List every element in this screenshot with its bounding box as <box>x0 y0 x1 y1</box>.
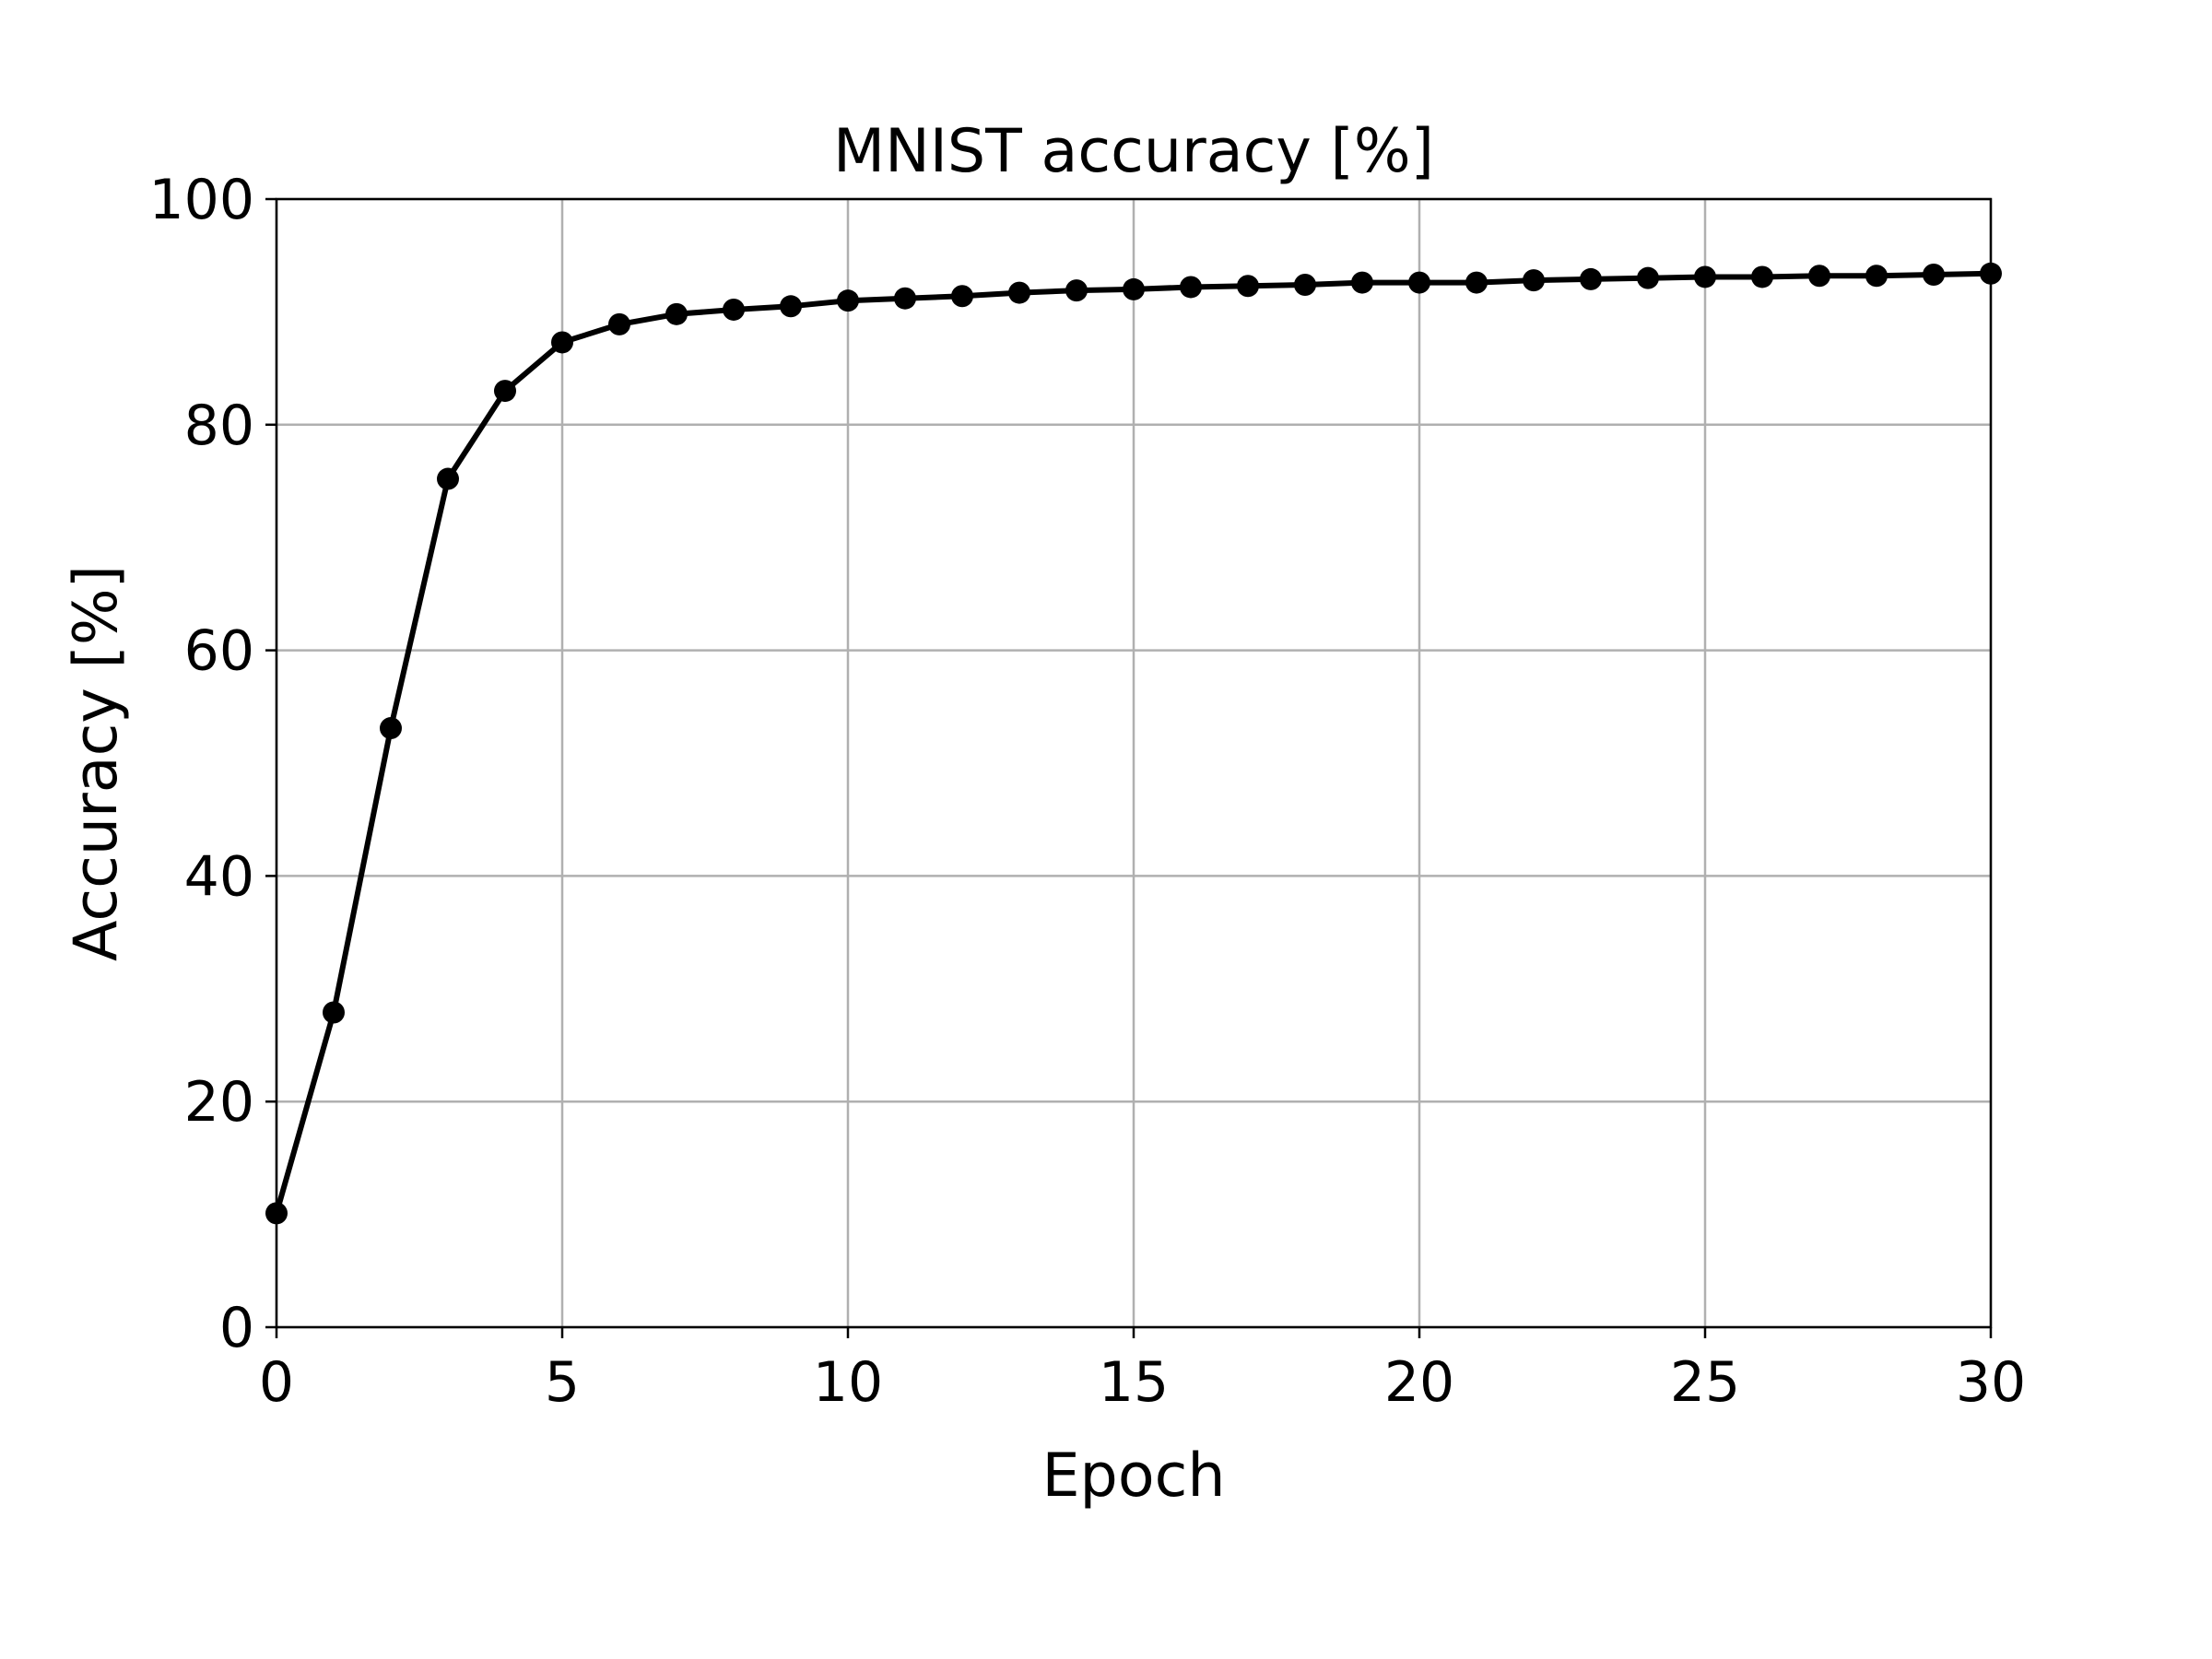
data-point <box>1465 271 1488 294</box>
data-point <box>1923 264 1945 287</box>
ticks: 0 5 10 15 20 25 30 0 20 40 60 80 100 <box>148 168 2026 1415</box>
data-point <box>608 312 630 335</box>
data-point <box>1180 276 1202 299</box>
data-point <box>1123 277 1145 300</box>
data-point <box>723 298 745 321</box>
y-tick-label: 0 <box>219 1296 254 1360</box>
y-tick-label: 60 <box>184 619 254 684</box>
data-point <box>1751 265 1773 288</box>
data-point <box>1637 266 1659 289</box>
data-point <box>894 287 916 310</box>
data-point <box>951 285 973 308</box>
x-tick-label: 5 <box>545 1350 580 1415</box>
x-tick-label: 25 <box>1670 1350 1740 1415</box>
x-tick-label: 20 <box>1384 1350 1454 1415</box>
data-point <box>1008 281 1030 304</box>
y-axis-label: Accuracy [%] <box>62 565 131 961</box>
data-point <box>837 289 859 312</box>
data-point <box>1408 271 1430 294</box>
y-tick-label: 20 <box>184 1070 254 1135</box>
x-tick-label: 0 <box>259 1350 294 1415</box>
x-tick-label: 10 <box>813 1350 883 1415</box>
x-tick-label: 15 <box>1099 1350 1169 1415</box>
x-tick-label: 30 <box>1956 1350 2026 1415</box>
y-tick-label: 40 <box>184 844 254 909</box>
data-point <box>551 331 573 354</box>
data-point <box>437 467 459 490</box>
data-point <box>1808 265 1830 288</box>
data-point <box>323 1001 345 1024</box>
data-point <box>1294 274 1316 297</box>
y-tick-label: 80 <box>184 394 254 458</box>
data-point <box>780 295 802 318</box>
chart-title: MNIST accuracy [%] <box>833 117 1434 186</box>
data-point <box>1351 271 1373 294</box>
x-axis-label: Epoch <box>1041 1441 1225 1511</box>
data-point <box>1237 275 1259 298</box>
data-point <box>1694 265 1716 288</box>
data-point <box>494 380 516 403</box>
series-layer <box>265 262 2002 1225</box>
data-point <box>380 717 402 740</box>
data-point <box>1523 269 1545 292</box>
data-point <box>1580 267 1602 290</box>
y-tick-label: 100 <box>148 168 254 232</box>
data-point <box>1065 279 1088 302</box>
data-point <box>1865 265 1888 288</box>
data-point <box>665 302 688 325</box>
